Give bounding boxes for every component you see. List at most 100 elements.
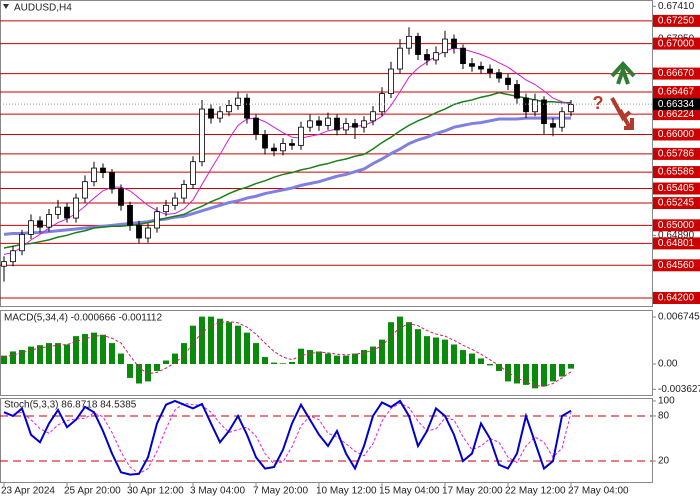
level-label: 0.67000 xyxy=(658,38,695,49)
candle-body xyxy=(424,54,430,61)
macd-title: MACD(5,34,4) -0.000666 -0.001112 xyxy=(4,313,162,324)
candle-body xyxy=(271,147,277,152)
macd-bar xyxy=(424,336,430,364)
macd-bar xyxy=(523,363,529,385)
candle-body xyxy=(64,206,70,219)
candle-body xyxy=(91,167,97,183)
candle-body xyxy=(514,84,520,99)
candle-body xyxy=(253,117,259,135)
candle-body xyxy=(325,117,331,126)
macd-bar xyxy=(37,345,43,364)
last-price-box xyxy=(653,98,700,111)
macd-bar xyxy=(91,332,97,364)
macd-bar xyxy=(46,343,52,364)
candle-body xyxy=(460,47,466,64)
level-label-box xyxy=(653,219,700,232)
macd-bar xyxy=(19,350,25,364)
y-tick-label: 0.00 xyxy=(658,359,678,370)
up-arrow xyxy=(610,61,636,85)
candle-body xyxy=(307,120,313,128)
level-label-box xyxy=(653,67,700,80)
macd-bar xyxy=(28,346,34,364)
macd-bar xyxy=(397,316,403,364)
y-tick-label: 80 xyxy=(658,411,670,422)
macd-bar xyxy=(73,336,79,364)
macd-bar xyxy=(487,363,493,366)
macd-bar xyxy=(82,334,88,364)
candle-body xyxy=(397,47,403,70)
chart-title: AUDUSD,H4 xyxy=(14,3,72,14)
macd-bar xyxy=(541,363,547,387)
macd-bar xyxy=(379,339,385,364)
stoch-title: Stoch(5,3,3) 86.8718 84.5385 xyxy=(4,400,137,411)
candle-body xyxy=(361,120,367,128)
candle-body xyxy=(334,117,340,131)
macd-bar xyxy=(226,322,232,364)
candle-body xyxy=(136,224,142,239)
macd-bar xyxy=(559,363,565,377)
macd-bar xyxy=(271,362,277,364)
level-label: 0.65786 xyxy=(658,149,695,160)
candle-body xyxy=(217,111,223,119)
macd-bar xyxy=(190,325,196,364)
stoch-panel xyxy=(0,398,653,483)
candle-body xyxy=(235,97,241,106)
macd-bar xyxy=(451,344,457,364)
macd-bar xyxy=(325,353,331,364)
candle-body xyxy=(289,143,295,146)
level-label-box xyxy=(653,197,700,210)
down-arrow xyxy=(610,97,634,130)
level-label-box xyxy=(653,182,700,195)
macd-bar xyxy=(118,353,124,364)
macd-bar xyxy=(514,363,520,384)
level-label: 0.64200 xyxy=(658,293,695,304)
y-tick-label: 0.006745 xyxy=(658,312,700,323)
macd-bar xyxy=(55,343,61,364)
macd-bar xyxy=(307,350,313,364)
candle-body xyxy=(1,261,7,267)
macd-bar xyxy=(469,353,475,364)
macd-bar xyxy=(109,343,115,364)
candle-body xyxy=(163,204,169,213)
y-tick-label: 20 xyxy=(658,456,670,467)
candle-body xyxy=(226,104,232,113)
candle-body xyxy=(559,111,565,128)
candle-body xyxy=(82,181,88,199)
annotation: ? xyxy=(593,93,604,113)
macd-bar xyxy=(388,322,394,364)
macd-bar xyxy=(145,363,151,382)
candle-body xyxy=(46,214,52,228)
candle-body xyxy=(262,134,268,149)
line xyxy=(3,116,571,236)
macd-bar xyxy=(343,355,349,364)
level-label-box xyxy=(653,86,700,99)
macd-bar xyxy=(163,360,169,364)
candle-body xyxy=(73,197,79,219)
level-label: 0.66000 xyxy=(658,129,695,140)
candle-body xyxy=(478,65,484,70)
candle-body xyxy=(505,77,511,85)
macd-bar xyxy=(505,363,511,382)
x-tick-label: 22 May 12:00 xyxy=(505,486,566,497)
line xyxy=(3,320,572,387)
x-tick-label: 25 Apr 20:00 xyxy=(64,486,121,497)
x-tick-label: 27 May 04:00 xyxy=(568,486,629,497)
candle-body xyxy=(352,123,358,128)
level-label-box xyxy=(653,37,700,50)
level-label: 0.65405 xyxy=(658,183,695,194)
x-tick-label: 3 May 04:00 xyxy=(190,486,245,497)
candle-body xyxy=(433,52,439,61)
candle-body xyxy=(388,68,394,94)
macd-bar xyxy=(334,355,340,364)
candle-body xyxy=(469,63,475,67)
level-label: 0.65000 xyxy=(658,220,695,231)
macd-bar xyxy=(244,332,250,364)
candle-body xyxy=(541,99,547,124)
x-tick-label: 23 Apr 2024 xyxy=(1,486,55,497)
macd-bar xyxy=(352,353,358,364)
candle-body xyxy=(379,93,385,113)
macd-bar xyxy=(568,363,574,369)
candle-body xyxy=(451,38,457,49)
